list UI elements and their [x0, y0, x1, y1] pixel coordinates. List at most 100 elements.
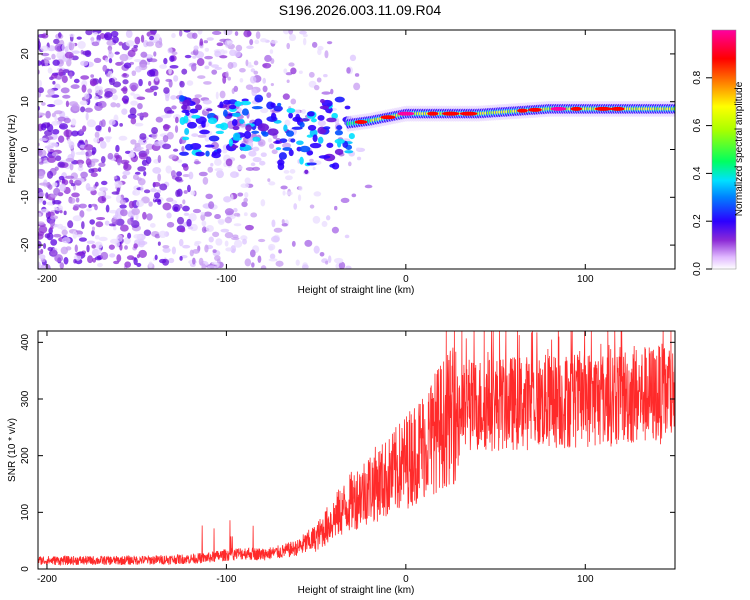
spectrogram-noise-blob: [286, 79, 290, 84]
spectrogram-noise-blob: [282, 30, 290, 35]
spectrogram-noise-blob: [38, 87, 44, 94]
spectrogram-noise-blob: [115, 218, 125, 226]
spectrogram-signal-blob: [216, 148, 222, 154]
spectrogram-signal-blob: [331, 162, 340, 170]
spectrogram-noise-blob: [72, 215, 82, 222]
spectrogram-noise-blob: [178, 238, 184, 247]
spectrogram-noise-blob: [44, 129, 53, 137]
spectrogram-noise-blob: [91, 229, 95, 237]
spectrogram-noise-blob: [54, 254, 64, 263]
spectrogram-noise-blob: [119, 123, 123, 127]
spectrogram-noise-blob: [168, 154, 177, 160]
spectrogram-signal-blob: [245, 124, 252, 132]
spectrogram-signal-blob: [205, 150, 210, 157]
spectrogram-noise-blob: [260, 199, 266, 207]
spectrogram-noise-blob: [127, 113, 137, 119]
spectrogram-noise-blob: [155, 116, 163, 123]
spectrogram-noise-blob: [179, 80, 185, 88]
spectrogram-signal-blob: [228, 138, 234, 147]
spectrogram-noise-blob: [271, 235, 280, 243]
spectrogram-noise-blob: [70, 182, 76, 187]
spectrogram-noise-blob: [96, 216, 106, 221]
spectrogram-noise-blob: [308, 71, 315, 78]
spectrogram-hot-spot: [528, 107, 542, 112]
spectrogram-noise-blob: [125, 40, 135, 47]
spectrogram-noise-blob: [259, 160, 266, 166]
spectrogram-signal-blob: [257, 123, 270, 132]
spectrogram-y-ticks: -20 -10 0 10 20: [20, 48, 675, 252]
spectrogram-noise-blob: [97, 91, 102, 95]
spectrogram-noise-blob: [304, 239, 313, 247]
spectrogram-noise-blob: [145, 41, 154, 47]
spectrogram-noise-blob: [260, 107, 269, 114]
spectrogram-noise-blob: [55, 155, 62, 162]
spectrogram-noise-blob: [104, 220, 110, 226]
spectrogram-noise-blob: [88, 168, 95, 174]
spectrogram-noise-blob: [290, 98, 297, 105]
spectrogram-noise-blob: [171, 105, 177, 110]
spectrogram-noise-blob: [202, 99, 212, 105]
spectrogram-signal-blob: [231, 145, 239, 149]
spectrogram-noise-blob: [224, 216, 232, 224]
spectrogram-noise-blob: [52, 182, 58, 187]
spectrogram-signal-blob: [231, 119, 238, 127]
spectrogram-noise-blob: [113, 175, 118, 180]
spectrogram-y-tick-label: -10: [20, 190, 31, 205]
spectrogram-noise-blob: [157, 173, 162, 182]
spectrogram-signal-blob: [239, 119, 245, 125]
spectrogram-noise-blob: [331, 226, 339, 234]
spectrogram-signal-blob: [228, 104, 237, 110]
spectrogram-noise-blob: [133, 58, 142, 63]
spectrogram-noise-blob: [58, 68, 64, 77]
spectrogram-noise-blob: [40, 59, 45, 67]
spectrogram-noise-blob: [202, 176, 209, 185]
spectrogram-noise-blob: [38, 60, 42, 66]
spectrogram-noise-blob: [243, 30, 252, 38]
spectrogram-noise-blob: [80, 106, 86, 113]
spectrogram-noise-blob: [38, 261, 41, 269]
colorbar-frame: [711, 29, 737, 270]
spectrogram-noise-blob: [86, 240, 96, 245]
spectrogram-noise-blob: [182, 199, 186, 205]
spectrogram-noise-blob: [131, 70, 137, 77]
spectrogram-noise-blob: [145, 156, 152, 164]
spectrogram-noise-blob: [182, 244, 191, 249]
spectrogram-noise-blob: [234, 50, 241, 58]
spectrogram-noise-blob: [120, 159, 130, 165]
spectrogram-noise-blob: [179, 204, 183, 209]
spectrogram-noise-blob: [324, 50, 329, 59]
spectrogram-noise-blob: [71, 50, 80, 54]
spectrogram-noise-blob: [49, 91, 55, 96]
spectrogram-noise-blob: [87, 88, 93, 94]
spectrogram-noise-blob: [235, 44, 243, 52]
spectrogram-noise-blob: [182, 205, 190, 212]
spectrogram-noise-blob: [203, 211, 212, 217]
spectrogram-noise-blob: [326, 41, 333, 45]
spectrogram-noise-blob: [136, 262, 142, 268]
spectrogram-signal-blob: [288, 149, 294, 157]
spectrogram-noise-blob: [334, 205, 338, 211]
spectrogram-noise-blob: [93, 137, 100, 143]
spectrogram-noise-blob: [52, 198, 56, 205]
spectrogram-noise-blob: [338, 261, 346, 269]
spectrogram-noise-blob: [204, 244, 209, 253]
spectrogram-noise-blob: [44, 145, 54, 149]
spectrogram-noise-blob: [136, 177, 142, 181]
spectrogram-y-tick-label: -20: [20, 237, 31, 252]
spectrogram-noise-blob: [139, 133, 147, 140]
spectrogram-noise-blob: [312, 166, 316, 171]
spectrogram-y-tick-label: 20: [20, 48, 31, 60]
spectrogram-noise-blob: [327, 255, 332, 263]
spectrogram-noise-blob: [316, 77, 322, 83]
spectrogram-noise-blob: [77, 40, 86, 49]
spectrogram-noise-blob: [59, 136, 64, 143]
spectrogram-signal-blob: [181, 104, 188, 110]
spectrogram-noise-blob: [215, 91, 219, 100]
spectrogram-noise-blob: [40, 123, 47, 131]
spectrogram-noise-blob: [169, 64, 179, 69]
spectrogram-signal-blob: [183, 115, 189, 124]
spectrogram-noise-blob: [80, 75, 90, 80]
spectrogram-noise-blob: [199, 38, 204, 46]
spectrogram-noise-blob: [199, 45, 204, 49]
